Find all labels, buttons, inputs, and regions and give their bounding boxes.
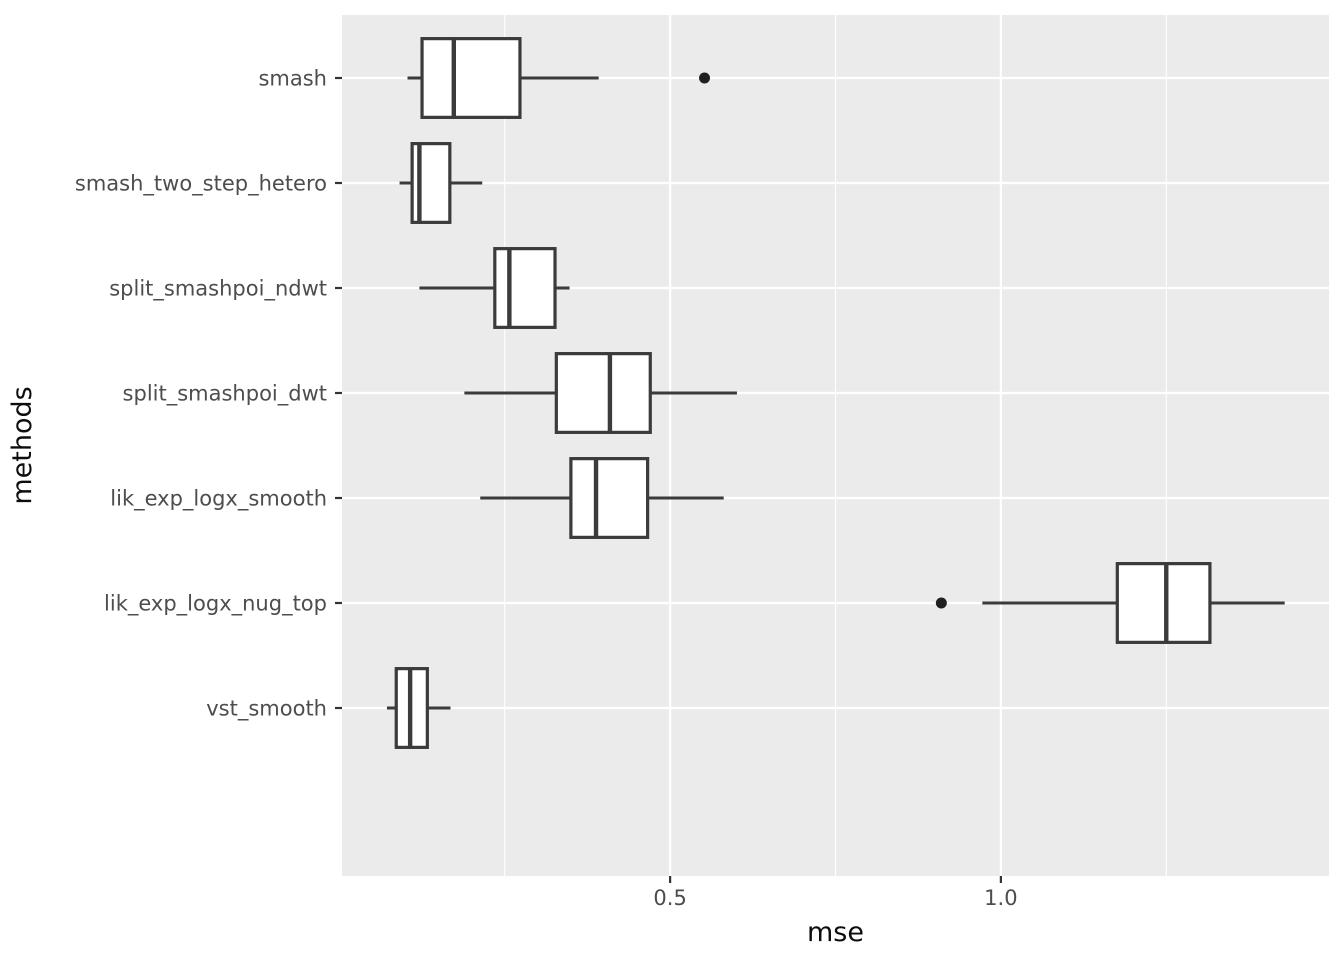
boxplot-split_smashpoi_ndwt (419, 247, 570, 329)
iqr-box (420, 37, 522, 119)
boxplot-lik_exp_logx_smooth (480, 457, 724, 539)
iqr-box (554, 352, 652, 434)
y-category-label: lik_exp_logx_nug_top (104, 592, 327, 617)
iqr-box (569, 457, 650, 539)
y-category-label: vst_smooth (206, 697, 327, 722)
y-category-label: split_smashpoi_ndwt (109, 277, 327, 302)
outlier-point (935, 597, 947, 609)
x-axis-title: mse (807, 917, 864, 948)
axis-layer: 0.5 1.0 smash smash_two_step_hetero split_sm… (75, 67, 1018, 911)
boxplot-layer (386, 37, 1285, 749)
boxplot-smash (407, 37, 711, 119)
y-axis-title: methods (7, 386, 38, 504)
y-category-label: split_smashpoi_dwt (123, 382, 327, 407)
x-tick-label: 0.5 (653, 886, 686, 910)
boxplot-vst_smooth (386, 667, 451, 749)
y-category-label: lik_exp_logx_smooth (110, 487, 327, 512)
x-tick-label: 1.0 (984, 886, 1017, 910)
iqr-box (1115, 562, 1212, 644)
y-category-label: smash_two_step_hetero (75, 172, 327, 197)
y-category-label: smash (258, 67, 327, 91)
boxplot-lik_exp_logx_nug_top (935, 562, 1285, 644)
outlier-point (699, 72, 711, 84)
boxplot-smash_two_step_hetero (399, 142, 483, 224)
boxplot-split_smashpoi_dwt (464, 352, 737, 434)
iqr-box (493, 247, 557, 329)
